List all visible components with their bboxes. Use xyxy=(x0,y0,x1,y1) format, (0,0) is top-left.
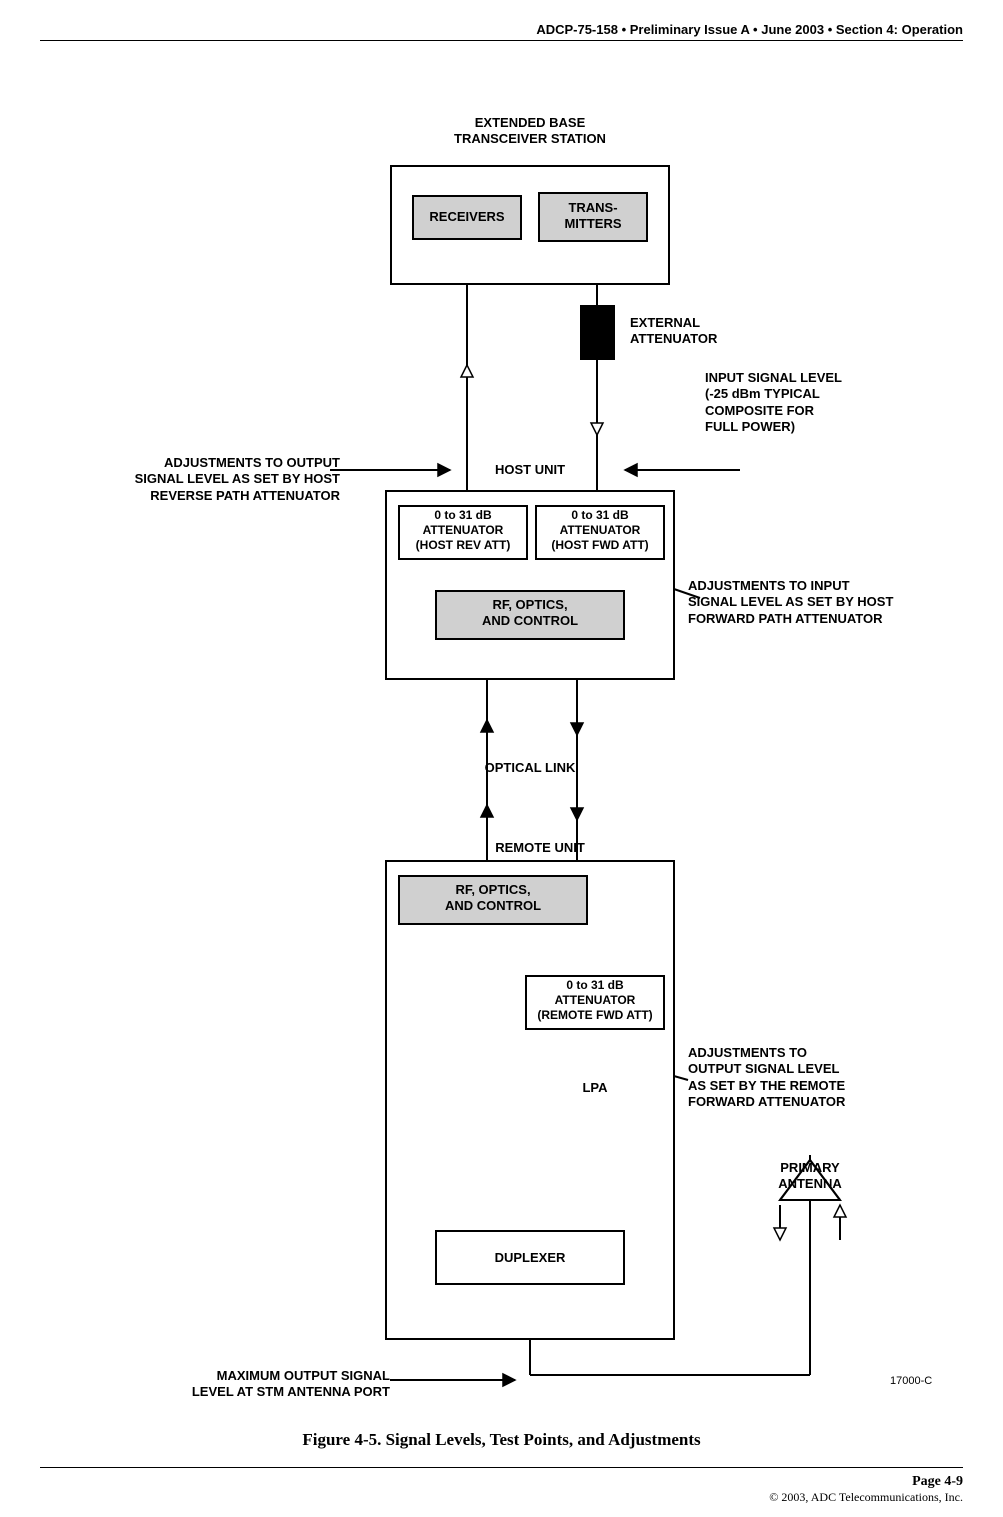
header-rule xyxy=(40,40,963,41)
att-remote-label: 0 to 31 dBATTENUATOR(REMOTE FWD ATT) xyxy=(525,978,665,1023)
doc-header: ADCP-75-158 • Preliminary Issue A • June… xyxy=(536,22,963,37)
adj-output2-label: ADJUSTMENTS TOOUTPUT SIGNAL LEVELAS SET … xyxy=(688,1045,898,1110)
ebts-title-label: EXTENDED BASETRANSCEIVER STATION xyxy=(390,115,670,148)
duplexer-label: DUPLEXER xyxy=(435,1250,625,1266)
page-number: Page 4-9 xyxy=(912,1474,963,1490)
adj-input-label: ADJUSTMENTS TO INPUTSIGNAL LEVEL AS SET … xyxy=(688,578,938,627)
primary-ant-label: PRIMARYANTENNA xyxy=(750,1160,870,1193)
adj-output-label: ADJUSTMENTS TO OUTPUTSIGNAL LEVEL AS SET… xyxy=(100,455,340,504)
remote-unit-label: REMOTE UNIT xyxy=(460,840,620,856)
att-rev-label: 0 to 31 dBATTENUATOR(HOST REV ATT) xyxy=(398,508,528,553)
input-signal-label: INPUT SIGNAL LEVEL(-25 dBm TYPICALCOMPOS… xyxy=(705,370,905,435)
drawing-number: 17000-C xyxy=(890,1375,932,1389)
diagram-area: EXTENDED BASETRANSCEIVER STATION RECEIVE… xyxy=(40,100,963,1357)
lpa-label: LPA xyxy=(570,1080,620,1096)
rf-optics-label-2: RF, OPTICS,AND CONTROL xyxy=(398,882,588,915)
ext-atten-box xyxy=(580,305,615,360)
copyright: © 2003, ADC Telecommunications, Inc. xyxy=(769,1490,963,1505)
footer-rule xyxy=(40,1467,963,1468)
host-unit-label: HOST UNIT xyxy=(450,462,610,478)
optical-link-label: OPTICAL LINK xyxy=(450,760,610,776)
figure-caption: Figure 4-5. Signal Levels, Test Points, … xyxy=(0,1430,1003,1450)
att-fwd-label: 0 to 31 dBATTENUATOR(HOST FWD ATT) xyxy=(535,508,665,553)
rf-optics-label-1: RF, OPTICS,AND CONTROL xyxy=(435,597,625,630)
ext-atten-label: EXTERNALATTENUATOR xyxy=(630,315,770,348)
receivers-label: RECEIVERS xyxy=(412,209,522,225)
transmitters-label: TRANS-MITTERS xyxy=(538,200,648,233)
max-output-label: MAXIMUM OUTPUT SIGNALLEVEL AT STM ANTENN… xyxy=(170,1368,390,1401)
